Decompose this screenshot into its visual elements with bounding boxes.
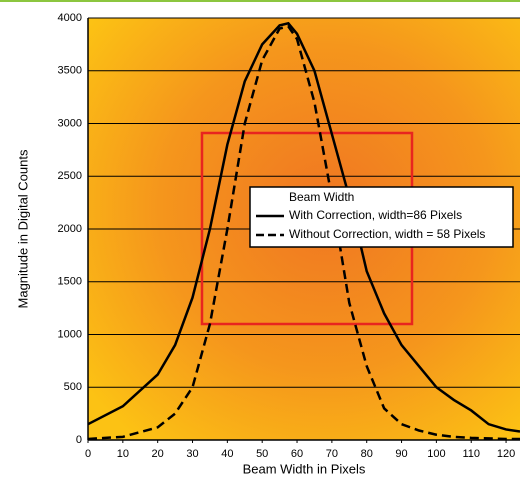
x-tick-label: 40 <box>221 448 233 460</box>
y-tick-label: 1000 <box>58 328 82 340</box>
x-tick-label: 110 <box>462 448 480 460</box>
y-axis-title: Magnitude in Digital Counts <box>15 149 30 308</box>
x-tick-label: 100 <box>427 448 445 460</box>
x-tick-label: 20 <box>152 448 164 460</box>
x-tick-label: 120 <box>497 448 515 460</box>
x-tick-label: 70 <box>326 448 338 460</box>
x-tick-label: 0 <box>85 448 91 460</box>
y-tick-label: 2500 <box>58 170 82 182</box>
series-line <box>87 21 520 433</box>
y-tick-label: 2000 <box>58 223 82 235</box>
y-tick-label: 0 <box>76 434 82 446</box>
x-axis-title: Beam Width in Pixels <box>243 461 366 476</box>
legend-label: With Correction, width=86 Pixels <box>289 208 462 222</box>
y-tick-label: 1500 <box>58 276 82 288</box>
y-tick-label: 3000 <box>58 117 82 129</box>
x-tick-label: 80 <box>361 448 373 460</box>
x-tick-label: 30 <box>186 448 198 460</box>
x-tick-label: 60 <box>291 448 303 460</box>
x-tick-label: 50 <box>256 448 268 460</box>
legend-title: Beam Width <box>289 190 354 204</box>
x-tick-label: 10 <box>117 448 129 460</box>
x-tick-label: 90 <box>395 448 407 460</box>
y-tick-label: 4000 <box>58 12 82 24</box>
legend: Beam Width With Correction, width=86 Pix… <box>249 186 514 248</box>
legend-label: Without Correction, width = 58 Pixels <box>289 227 485 241</box>
legend-box <box>249 186 514 248</box>
y-tick-label: 500 <box>64 381 82 393</box>
y-tick-label: 3500 <box>58 65 82 77</box>
